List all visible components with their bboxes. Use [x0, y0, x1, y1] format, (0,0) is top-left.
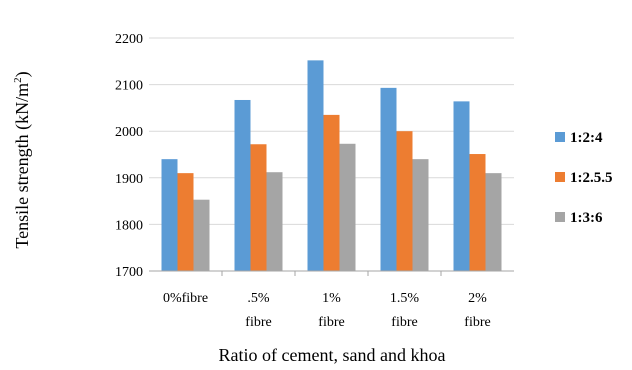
- bar-1-4: [380, 87, 397, 271]
- bar-3-4: [412, 159, 429, 271]
- legend-label: 1:2.5.5: [570, 170, 613, 186]
- bar-3-5: [485, 173, 502, 271]
- bar-3-3: [339, 143, 356, 271]
- bar-2-2: [250, 144, 267, 271]
- y-tick-label: 2100: [115, 79, 143, 94]
- x-tick-label: 1%: [322, 291, 341, 306]
- bar-1-2: [234, 99, 251, 271]
- y-tick-label: 1900: [115, 172, 143, 187]
- y-axis-title: Tensile strength (kN/m2): [12, 71, 33, 248]
- bar-3-1: [193, 199, 210, 271]
- bar-1-3: [307, 60, 324, 272]
- legend-swatch: [555, 132, 565, 142]
- legend: 1:2:4 1:2.5.5 1:3:6: [555, 130, 613, 226]
- legend-swatch: [555, 212, 565, 222]
- bar-1-5: [453, 101, 470, 271]
- bar-2-3: [323, 114, 340, 271]
- x-tick-label: fibre: [245, 315, 271, 330]
- y-tick-label: 1800: [115, 218, 143, 233]
- x-tick-label: fibre: [464, 315, 490, 330]
- y-tick-label: 2200: [115, 32, 143, 47]
- bar-3-2: [266, 172, 283, 271]
- x-tick-label: 2%: [468, 291, 487, 306]
- y-tick-label: 1700: [115, 265, 143, 280]
- y-axis-title-text: Tensile strength (kN/m: [12, 83, 33, 249]
- y-axis-title-suffix: ): [12, 71, 33, 77]
- x-tick-label: 0%fibre: [163, 291, 208, 306]
- bar-2-4: [396, 131, 413, 271]
- x-tick-label: fibre: [318, 315, 344, 330]
- x-tick-label: fibre: [391, 315, 417, 330]
- bar-2-5: [469, 154, 486, 271]
- bars: [161, 60, 502, 272]
- x-tick-label: 1.5%: [390, 291, 420, 306]
- x-axis-title: Ratio of cement, sand and khoa: [219, 345, 446, 365]
- y-tick-labels: 1700 1800 1900 2000 2100 2200: [115, 32, 143, 280]
- x-tick-labels: 0%fibre .5% fibre 1% fibre 1.5% fibre 2% fibre: [163, 271, 491, 330]
- legend-swatch: [555, 172, 565, 182]
- y-axis-title-superscript: 2: [12, 77, 24, 83]
- legend-label: 1:3:6: [570, 210, 603, 226]
- bar-2-1: [177, 173, 194, 271]
- y-tick-label: 2000: [115, 125, 143, 140]
- bar-1-1: [161, 159, 178, 271]
- legend-label: 1:2:4: [570, 130, 603, 146]
- x-tick-label: .5%: [247, 291, 270, 306]
